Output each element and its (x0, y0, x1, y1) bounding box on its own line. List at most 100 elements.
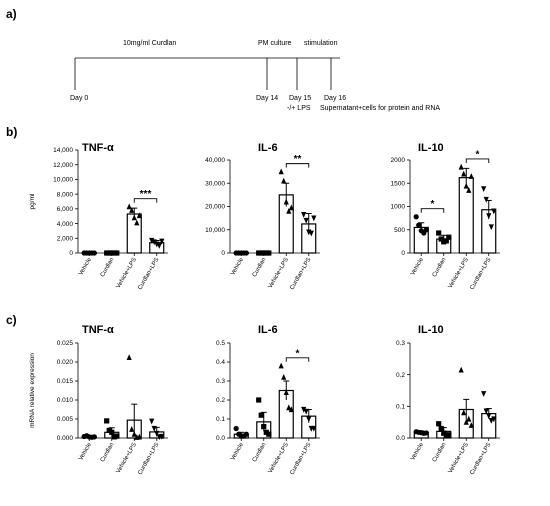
data-point (303, 217, 309, 224)
data-point (438, 425, 444, 432)
data-point (243, 431, 249, 437)
y-tick-label: 12,000 (53, 162, 73, 169)
data-point (286, 207, 292, 214)
data-point (483, 408, 489, 415)
timeline-stim-label: stimulation (304, 40, 338, 47)
data-point (483, 196, 489, 203)
y-tick-label: 0.1 (396, 404, 405, 411)
timeline-day0: Day 0 (70, 95, 88, 102)
data-point (266, 250, 272, 256)
y-tick-label: 0.2 (396, 372, 405, 379)
y-tick-label: 0.015 (57, 378, 74, 385)
panel-label-b: b) (6, 125, 17, 139)
data-point (114, 250, 120, 256)
data-point (461, 170, 467, 177)
data-point (438, 236, 444, 242)
category-label: Curdlan+LPS (289, 257, 312, 291)
y-tick-label: 0.5 (216, 340, 225, 347)
category-label: Curdlan+LPS (469, 257, 492, 291)
y-tick-label: 0.020 (57, 359, 74, 366)
chart-6: IL-10 0.0 0.1 0.2 0.3 Vehicle Curdlan Vehicle+L… (396, 324, 500, 476)
y-tick-label: 1000 (391, 204, 406, 211)
chart-2: IL-6 0 10,000 20,000 30,000 40,000 Vehicle Curd… (205, 142, 320, 291)
charts-layer: TNF-α pg/ml 0 2,000 4,000 6,000 8,000 10,000 12,… (29, 142, 500, 476)
data-point (303, 408, 309, 415)
y-tick-label: 40,000 (205, 157, 225, 164)
category-label: Vehicle (410, 256, 425, 276)
data-point (126, 203, 132, 210)
y-tick-label: 14,000 (53, 147, 73, 154)
y-tick-label: 2,000 (57, 235, 74, 242)
data-point (278, 362, 284, 369)
y-axis-label: pg/ml (29, 193, 36, 209)
chart-title: IL-6 (258, 142, 278, 154)
bar (458, 177, 474, 254)
data-point (288, 406, 294, 413)
y-tick-label: 0.025 (57, 340, 74, 347)
chart-4: TNF-α mRNA relative expression 0.000 0.005 0… (29, 324, 168, 476)
y-tick-label: 0.0 (216, 435, 225, 442)
data-point (466, 415, 472, 422)
category-label: Curdlan+LPS (137, 442, 160, 476)
data-point (413, 214, 419, 220)
panel-label-c: c) (6, 313, 17, 327)
chart-3: IL-10 0 500 1000 1500 2000 Vehicle Curdlan Vehic… (391, 142, 500, 291)
data-point (458, 366, 464, 373)
category-label: Vehicle+LPS (116, 257, 138, 290)
data-point (308, 230, 314, 237)
y-tick-label: 20,000 (205, 204, 225, 211)
y-tick-label: 6,000 (57, 206, 74, 213)
significance-bracket (285, 357, 310, 362)
data-point (136, 433, 142, 440)
data-point (266, 431, 272, 437)
data-point (258, 412, 264, 418)
significance-bracket (465, 158, 490, 163)
data-point (491, 208, 497, 215)
chart-title: TNF-α (82, 324, 114, 336)
data-point (283, 198, 289, 205)
data-point (91, 250, 97, 256)
y-tick-label: 0.1 (216, 416, 225, 423)
data-point (129, 207, 135, 213)
y-tick-label: 0 (401, 250, 405, 257)
data-point (109, 429, 115, 435)
data-point (416, 222, 422, 228)
data-point (481, 391, 487, 397)
data-point (463, 182, 469, 189)
timeline-day15: Day 15 (289, 95, 311, 102)
chart-1: TNF-α pg/ml 0 2,000 4,000 6,000 8,000 10,000 12,… (29, 142, 168, 291)
data-point (129, 426, 135, 432)
y-tick-label: 0 (221, 250, 225, 257)
data-point (488, 224, 494, 231)
y-tick-label: 0.0 (396, 435, 405, 442)
significance-label: *** (140, 189, 152, 200)
category-label: Vehicle (410, 441, 425, 461)
y-tick-label: 0 (69, 250, 73, 257)
data-point (486, 413, 492, 420)
category-label: Curdlan (252, 257, 268, 278)
chart-title: IL-10 (418, 324, 444, 336)
data-point (154, 241, 160, 248)
timeline-day14: Day 14 (256, 95, 278, 102)
data-point (423, 430, 429, 436)
y-tick-label: 1500 (391, 180, 406, 187)
data-point (468, 422, 474, 428)
y-tick-label: 10,000 (205, 227, 225, 234)
timeline-supernatant: Supernatant+cells for protein and RNA (320, 105, 440, 112)
data-point (159, 433, 165, 440)
category-label: Curdlan (100, 257, 116, 278)
category-label: Curdlan (432, 257, 448, 278)
data-point (131, 214, 137, 221)
y-tick-label: 2000 (391, 157, 406, 164)
data-point (481, 186, 487, 193)
chart-title: TNF-α (82, 142, 114, 154)
data-point (466, 187, 472, 193)
data-point (243, 250, 249, 256)
data-point (423, 227, 429, 233)
data-point (468, 173, 474, 179)
category-label: Vehicle (230, 256, 245, 276)
chart-title: IL-6 (258, 324, 278, 336)
category-label: Vehicle (78, 256, 93, 276)
data-point (126, 354, 132, 361)
